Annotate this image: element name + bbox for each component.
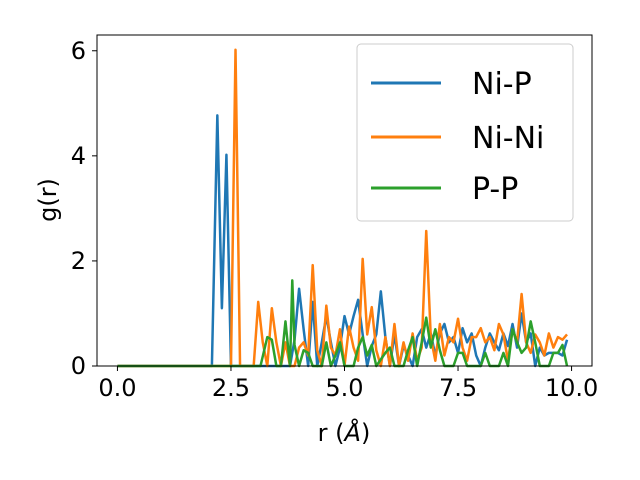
x-axis-ticks: 0.0 2.5 5.0 7.5 10.0 — [98, 366, 598, 402]
x-axis-label-close: ) — [361, 419, 370, 447]
legend-label-ni-p: Ni-P — [472, 67, 532, 102]
x-axis-label: r (Å) — [318, 418, 371, 447]
y-tick-label: 2 — [71, 247, 86, 275]
y-axis-ticks: 0 2 4 6 — [71, 37, 97, 380]
x-tick-label: 5.0 — [325, 374, 363, 402]
legend-box — [356, 43, 574, 222]
x-axis-label-main: r ( — [318, 419, 345, 447]
x-tick-label: 2.5 — [212, 374, 250, 402]
legend-label-ni-ni: Ni-Ni — [472, 121, 544, 156]
legend: Ni-P Ni-Ni P-P — [356, 43, 574, 222]
x-tick-label: 7.5 — [439, 374, 477, 402]
y-tick-label: 0 — [71, 352, 86, 380]
y-tick-label: 4 — [71, 142, 86, 170]
y-axis-label: g(r) — [34, 178, 62, 222]
legend-label-p-p: P-P — [472, 172, 518, 207]
x-tick-label: 0.0 — [98, 374, 136, 402]
x-tick-label: 10.0 — [545, 374, 598, 402]
x-axis-label-unit: Å — [343, 418, 361, 447]
y-tick-label: 6 — [71, 37, 86, 65]
